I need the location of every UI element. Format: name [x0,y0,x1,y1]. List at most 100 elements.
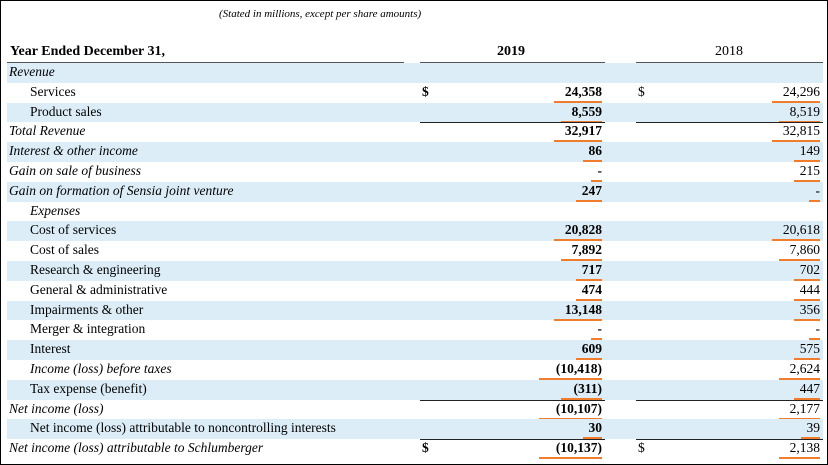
value-2019: 8,559 [571,103,602,119]
value-underline [771,140,820,143]
table-row: General & administrative 474 444 [0,281,828,301]
value-2019: (10,107) [555,400,602,416]
value-underline [793,397,820,400]
table-row: Impairments & other 13,148 356 [0,300,828,321]
row-label: Net income (loss) attributable to Schlum… [9,440,264,456]
value-2018: 2,177 [789,400,820,416]
value-2019: 474 [581,281,602,297]
row-label: Revenue [9,64,55,79]
value-2018: 7,860 [789,242,820,258]
row-label: Net income (loss) attributable to noncon… [30,420,336,436]
value-underline [553,140,602,143]
income-statement-table: Revenue Services $ $24,358 24,296 Product sal… [0,63,828,460]
value-2018: 20,618 [782,222,820,238]
value-2019: (10,137) [555,440,602,456]
value-underline [590,338,602,341]
value-underline [575,298,602,301]
value-underline [779,120,820,123]
value-2019: (311) [573,380,603,396]
currency-symbol-2019: $ [422,83,429,99]
value-underline [801,437,820,440]
row-label: Interest & other income [9,143,138,159]
value-underline [793,318,820,321]
value-2018: 32,815 [782,123,820,139]
table-row: Net income (loss) attributable to Schlum… [0,439,828,460]
subtotal-rule [420,439,605,441]
header-rule-2018 [636,62,823,63]
value-2018: 447 [799,380,820,396]
value-underline [779,417,820,420]
row-label: Expenses [30,202,81,218]
table-row: Net income (loss) attributable to noncon… [0,419,828,440]
value-underline [793,160,820,163]
value-underline [553,318,602,321]
value-2019: - [597,321,603,337]
value-underline [793,278,820,281]
table-row: Total Revenue 32,917 32,815 [0,122,828,143]
row-label: Cost of services [30,222,117,238]
value-underline [538,377,602,380]
table-row: Revenue [0,63,828,83]
value-underline [575,358,602,361]
value-2018: 356 [799,301,820,317]
value-underline [553,239,602,242]
value-underline [575,199,602,202]
value-2018: - [815,182,821,198]
value-2018: 8,519 [789,103,820,119]
column-header-title: Year Ended December 31, [10,44,166,59]
table-row: Merger & integration - - [0,320,828,341]
subtotal-rule [636,399,823,401]
row-label: General & administrative [30,281,168,297]
table-row: Expenses [0,202,828,222]
currency-symbol-2018: $ [638,440,645,456]
table-row: Net income (loss) (10,107) 2,177 [0,400,828,420]
row-label: Services [30,83,76,99]
table-row: Interest 609 575 [0,340,828,361]
value-underline [538,457,602,460]
value-2019: 13,148 [564,301,602,317]
table-row: Gain on sale of business - 215 [0,162,828,182]
row-label: Impairments & other [30,301,144,317]
value-2019: 24,358 [564,83,602,99]
value-underline [808,199,820,202]
value-2018: 2,624 [789,360,820,376]
column-header-2018: 2018 [715,44,743,59]
value-2019: 609 [581,341,602,357]
value-underline [538,417,602,420]
table-row: Product sales 8,559 8,519 [0,102,828,123]
subtotal-rule [420,399,605,401]
value-underline [793,358,820,361]
row-label: Tax expense (benefit) [30,380,147,396]
value-underline [793,298,820,301]
value-2018: 39 [806,420,821,436]
value-underline [771,100,820,103]
row-label: Gain on formation of Sensia joint ventur… [9,182,234,198]
units-note: (Stated in millions, except per share am… [219,8,422,20]
row-label: Cost of sales [30,242,99,258]
value-underline [561,397,602,400]
value-underline [808,338,820,341]
value-2018: 149 [799,143,820,159]
value-2019: 30 [588,420,603,436]
value-underline [779,377,820,380]
subtotal-rule [420,122,605,124]
value-2018: 444 [799,281,820,297]
value-2019: 20,828 [564,222,602,238]
value-underline [583,437,602,440]
row-label: Merger & integration [30,321,146,337]
value-2018: 215 [799,162,820,178]
row-label: Income (loss) before taxes [30,360,172,376]
row-label: Product sales [30,103,102,119]
row-label: Research & engineering [30,261,161,277]
value-2019: 7,892 [571,242,602,258]
value-2018: - [815,321,821,337]
value-underline [561,259,602,262]
value-underline [561,120,602,123]
table-row: Tax expense (benefit) (311) 447 [0,379,828,400]
value-underline [590,179,602,182]
value-2019: - [597,162,603,178]
table-row: Research & engineering 717 702 [0,260,828,281]
row-label: Net income (loss) [9,400,104,416]
header-rule-label [7,62,404,63]
value-2019: 32,917 [564,123,602,139]
